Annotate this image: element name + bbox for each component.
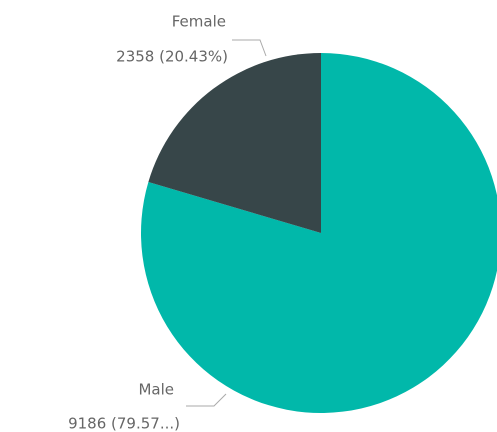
slice-label: Female xyxy=(172,13,226,31)
slice-label: Male xyxy=(138,381,174,399)
value-label: 2358 (20.43%) xyxy=(116,48,228,66)
leader-line xyxy=(186,393,227,407)
value-label: 9186 (79.57...) xyxy=(68,415,180,432)
pie-slice xyxy=(141,53,497,413)
pie-slice xyxy=(148,53,321,233)
leader-line xyxy=(232,39,267,57)
